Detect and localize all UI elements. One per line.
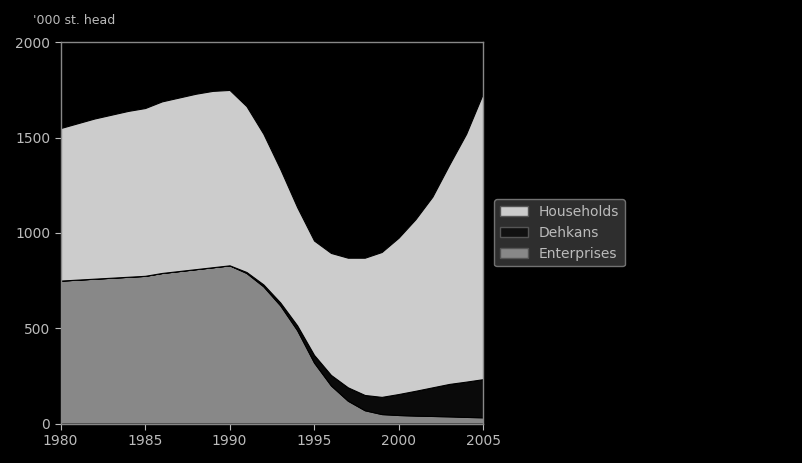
Text: '000 st. head: '000 st. head [33,14,115,27]
Legend: Households, Dehkans, Enterprises: Households, Dehkans, Enterprises [494,200,625,266]
